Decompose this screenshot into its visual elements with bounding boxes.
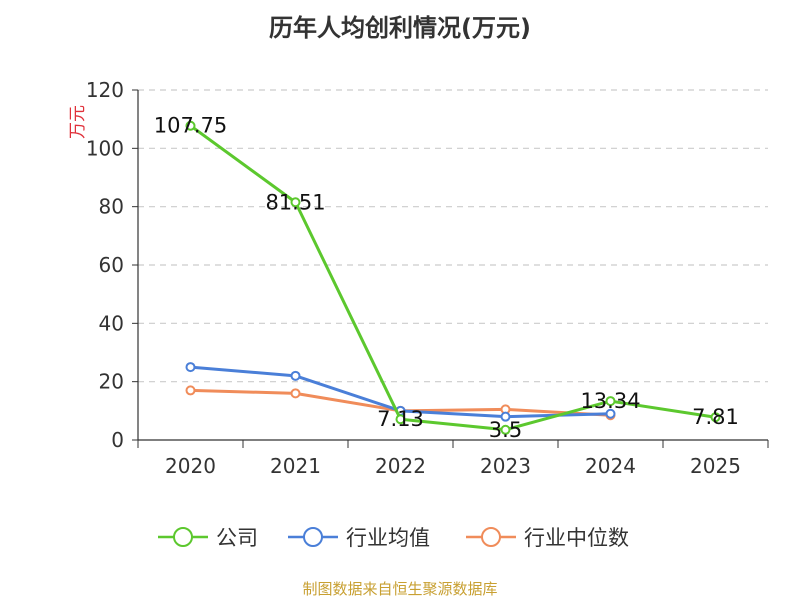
legend-marker-industry-average bbox=[288, 527, 338, 547]
y-tick-label: 20 bbox=[99, 370, 124, 394]
x-tick-label: 2025 bbox=[690, 454, 741, 478]
data-point bbox=[500, 411, 511, 422]
y-tick-label: 60 bbox=[99, 253, 124, 277]
legend-marker-industry-median bbox=[466, 527, 516, 547]
axes: 0 20 40 60 80 100 120 2020 2021 2022 2023 2024 2025 万… bbox=[68, 78, 769, 478]
x-tick-label: 2024 bbox=[585, 454, 636, 478]
data-point bbox=[290, 197, 301, 208]
data-label: 13.34 bbox=[580, 389, 640, 413]
legend-label-company: 公司 bbox=[216, 526, 258, 550]
data-labels: 107.75 81.51 7.13 3.5 13.34 7.81 bbox=[154, 114, 739, 442]
legend-item-company[interactable]: 公司 bbox=[158, 520, 258, 554]
data-point bbox=[185, 120, 196, 131]
data-label: 107.75 bbox=[154, 114, 227, 138]
data-label: 3.5 bbox=[489, 418, 522, 442]
y-tick-label: 120 bbox=[86, 78, 124, 102]
legend-item-industry-average[interactable]: 行业均值 bbox=[288, 520, 430, 554]
y-tick-label: 80 bbox=[99, 195, 124, 219]
data-point bbox=[500, 424, 511, 435]
data-point bbox=[185, 385, 196, 396]
y-tick-label: 100 bbox=[86, 136, 124, 160]
data-point bbox=[710, 412, 721, 423]
legend-item-industry-median[interactable]: 行业中位数 bbox=[466, 520, 629, 554]
x-tick-label: 2023 bbox=[480, 454, 531, 478]
legend-label-industry-average: 行业均值 bbox=[346, 526, 430, 550]
data-label: 7.13 bbox=[377, 407, 424, 431]
y-tick-label: 0 bbox=[111, 428, 124, 452]
data-point bbox=[605, 408, 616, 419]
data-point bbox=[290, 388, 301, 399]
series-lines bbox=[185, 120, 721, 435]
grid-lines bbox=[138, 89, 768, 383]
legend-label-industry-median: 行业中位数 bbox=[524, 526, 629, 550]
legend: 公司 行业均值 行业中位数 bbox=[0, 520, 800, 554]
x-tick-label: 2022 bbox=[375, 454, 426, 478]
data-label: 81.51 bbox=[265, 190, 325, 214]
data-point bbox=[185, 362, 196, 373]
data-point bbox=[605, 396, 616, 407]
y-tick-label: 40 bbox=[99, 311, 124, 335]
x-tick-label: 2020 bbox=[165, 454, 216, 478]
data-point bbox=[290, 370, 301, 381]
source-note: 制图数据来自恒生聚源数据库 bbox=[302, 580, 498, 598]
x-tick-label: 2021 bbox=[270, 454, 321, 478]
legend-marker-company bbox=[158, 527, 208, 547]
series-line-0 bbox=[189, 124, 716, 432]
data-point bbox=[395, 414, 406, 425]
data-label: 7.81 bbox=[692, 405, 739, 429]
y-axis-label: 万元 bbox=[68, 105, 88, 139]
chart-title: 历年人均创利情况(万元) bbox=[269, 14, 531, 42]
